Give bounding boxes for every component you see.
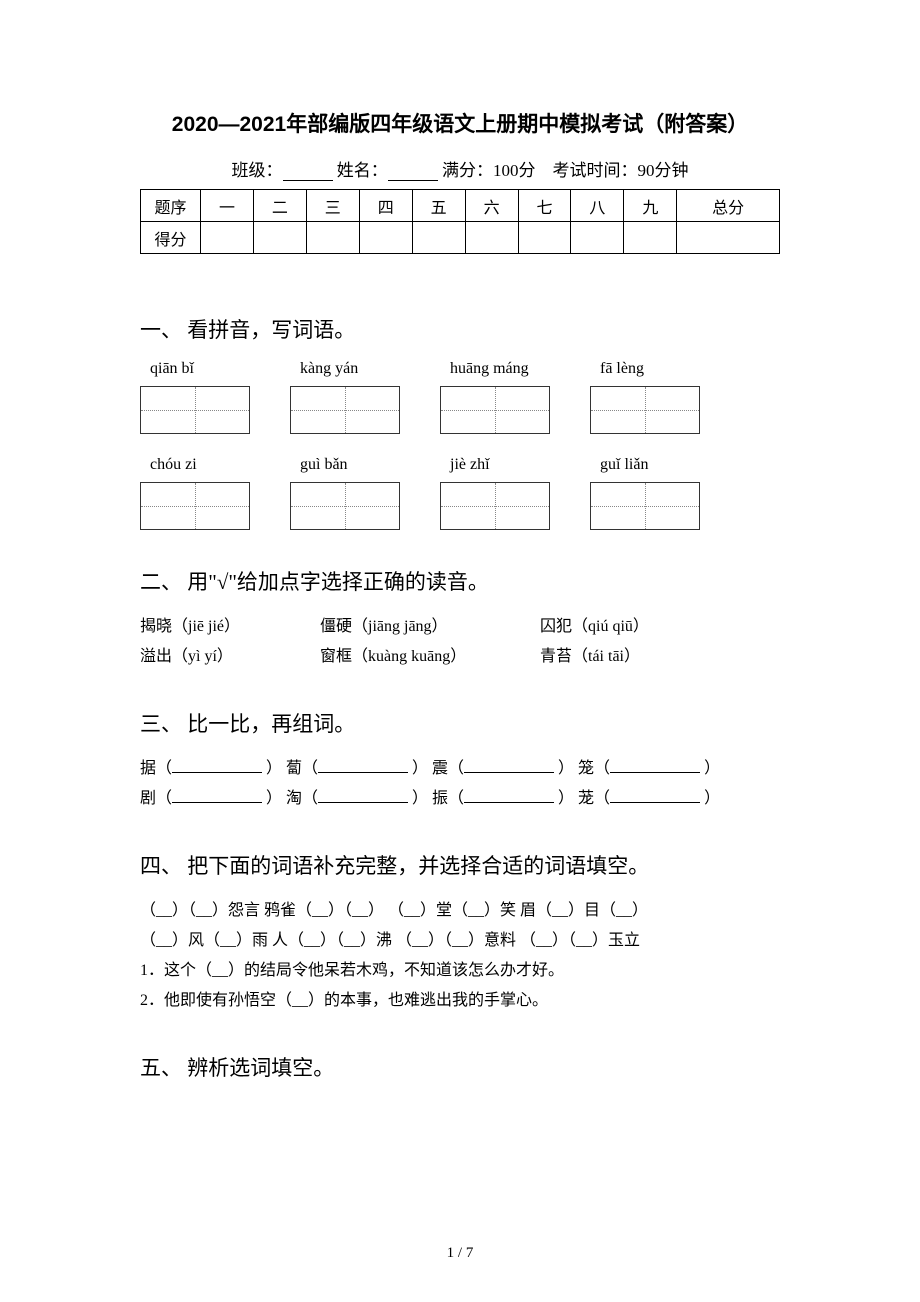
- section-3: 三、 比一比，再组词。 据（ ） 蔔（ ） 震（ ） 笼（ ） 剧（ ） 淘（ …: [140, 708, 780, 814]
- question-row: 揭晓（jiē jié） 僵硬（jiāng jāng） 囚犯（qiú qiū）: [140, 612, 780, 642]
- text: 据（: [140, 760, 172, 777]
- text: 剧（: [140, 790, 172, 807]
- pinyin-label: chóu zi: [150, 456, 260, 474]
- fill-blank[interactable]: [172, 787, 262, 803]
- pinyin-row: chóu zi guì bǎn jiè zhǐ guǐ liǎn: [140, 456, 780, 474]
- exam-time: 考试时间：90分钟: [553, 161, 689, 180]
- cell: 六: [465, 190, 518, 222]
- page-number: 1 / 7: [0, 1245, 920, 1262]
- question-item[interactable]: 囚犯（qiú qiū）: [540, 612, 720, 642]
- name-blank[interactable]: [388, 163, 438, 181]
- pinyin-label: fā lèng: [600, 360, 710, 378]
- text: ） 淘（: [266, 790, 318, 807]
- score-table: 题序 一 二 三 四 五 六 七 八 九 总分 得分: [140, 189, 780, 254]
- cell: 八: [571, 190, 624, 222]
- section-heading: 五、 辨析选词填空。: [140, 1052, 780, 1082]
- cell: 五: [412, 190, 465, 222]
- question-item[interactable]: 窗框（kuàng kuāng）: [320, 642, 540, 672]
- exam-title: 2020—2021年部编版四年级语文上册期中模拟考试（附答案）: [140, 108, 780, 138]
- answer-boxes-row: [140, 386, 780, 434]
- pinyin-row: qiān bǐ kàng yán huāng máng fā lèng: [140, 360, 780, 378]
- text: ） 笼（: [558, 760, 610, 777]
- fill-blank[interactable]: [318, 757, 408, 773]
- cell: 七: [518, 190, 571, 222]
- section-1: 一、 看拼音，写词语。 qiān bǐ kàng yán huāng máng …: [140, 314, 780, 530]
- section-heading: 四、 把下面的词语补充完整，并选择合适的词语填空。: [140, 850, 780, 880]
- section-heading: 二、 用"√"给加点字选择正确的读音。: [140, 566, 780, 596]
- section-4: 四、 把下面的词语补充完整，并选择合适的词语填空。 （__）（__）怨言 鸦雀（…: [140, 850, 780, 1016]
- question-line[interactable]: 1．这个（__）的结局令他呆若木鸡，不知道该怎么办才好。: [140, 956, 780, 986]
- pinyin-label: qiān bǐ: [150, 360, 260, 378]
- table-row: 题序 一 二 三 四 五 六 七 八 九 总分: [141, 190, 780, 222]
- answer-box[interactable]: [440, 386, 550, 434]
- exam-meta: 班级： 姓名： 满分：100分 考试时间：90分钟: [140, 156, 780, 181]
- fill-blank[interactable]: [318, 787, 408, 803]
- pinyin-label: guì bǎn: [300, 456, 410, 474]
- score-cell[interactable]: [253, 222, 306, 254]
- section-heading: 一、 看拼音，写词语。: [140, 314, 780, 344]
- cell-label: 得分: [141, 222, 201, 254]
- fill-blank[interactable]: [610, 787, 700, 803]
- cell-label: 题序: [141, 190, 201, 222]
- question-line[interactable]: （__）风（__）雨 人（__）（__）沸 （__）（__）意料 （__）（__…: [140, 926, 780, 956]
- answer-box[interactable]: [140, 482, 250, 530]
- table-row: 得分: [141, 222, 780, 254]
- question-item[interactable]: 揭晓（jiē jié）: [140, 612, 320, 642]
- text: ）: [704, 790, 720, 807]
- cell: 四: [359, 190, 412, 222]
- score-cell[interactable]: [518, 222, 571, 254]
- score-cell[interactable]: [412, 222, 465, 254]
- pinyin-label: huāng máng: [450, 360, 560, 378]
- section-5: 五、 辨析选词填空。: [140, 1052, 780, 1082]
- question-line: 据（ ） 蔔（ ） 震（ ） 笼（ ）: [140, 754, 780, 784]
- score-cell[interactable]: [201, 222, 254, 254]
- text: ）: [704, 760, 720, 777]
- cell: 三: [306, 190, 359, 222]
- class-label: 班级：: [232, 161, 283, 180]
- cell: 一: [201, 190, 254, 222]
- score-cell[interactable]: [465, 222, 518, 254]
- cell: 九: [624, 190, 677, 222]
- question-item[interactable]: 僵硬（jiāng jāng）: [320, 612, 540, 642]
- score-cell[interactable]: [624, 222, 677, 254]
- class-blank[interactable]: [283, 163, 333, 181]
- fill-blank[interactable]: [464, 757, 554, 773]
- question-item[interactable]: 溢出（yì yí）: [140, 642, 320, 672]
- question-line: 剧（ ） 淘（ ） 振（ ） 茏（ ）: [140, 784, 780, 814]
- question-line[interactable]: 2．他即使有孙悟空（__）的本事，也难逃出我的手掌心。: [140, 986, 780, 1016]
- section-2: 二、 用"√"给加点字选择正确的读音。 揭晓（jiē jié） 僵硬（jiāng…: [140, 566, 780, 672]
- answer-box[interactable]: [290, 386, 400, 434]
- score-cell[interactable]: [571, 222, 624, 254]
- answer-box[interactable]: [290, 482, 400, 530]
- score-cell[interactable]: [359, 222, 412, 254]
- answer-box[interactable]: [590, 386, 700, 434]
- answer-box[interactable]: [590, 482, 700, 530]
- cell: 总分: [677, 190, 780, 222]
- fill-blank[interactable]: [172, 757, 262, 773]
- text: ） 振（: [412, 790, 464, 807]
- answer-box[interactable]: [140, 386, 250, 434]
- score-cell[interactable]: [306, 222, 359, 254]
- answer-boxes-row: [140, 482, 780, 530]
- text: ） 茏（: [558, 790, 610, 807]
- text: ） 震（: [412, 760, 464, 777]
- answer-box[interactable]: [440, 482, 550, 530]
- full-score: 满分：100分: [442, 161, 536, 180]
- cell: 二: [253, 190, 306, 222]
- fill-blank[interactable]: [464, 787, 554, 803]
- question-line[interactable]: （__）（__）怨言 鸦雀（__）（__） （__）堂（__）笑 眉（__）目（…: [140, 896, 780, 926]
- section-heading: 三、 比一比，再组词。: [140, 708, 780, 738]
- question-item[interactable]: 青苔（tái tāi）: [540, 642, 720, 672]
- score-cell[interactable]: [677, 222, 780, 254]
- fill-blank[interactable]: [610, 757, 700, 773]
- name-label: 姓名：: [337, 161, 388, 180]
- pinyin-label: kàng yán: [300, 360, 410, 378]
- question-row: 溢出（yì yí） 窗框（kuàng kuāng） 青苔（tái tāi）: [140, 642, 780, 672]
- text: ） 蔔（: [266, 760, 318, 777]
- pinyin-label: jiè zhǐ: [450, 456, 560, 474]
- pinyin-label: guǐ liǎn: [600, 456, 710, 474]
